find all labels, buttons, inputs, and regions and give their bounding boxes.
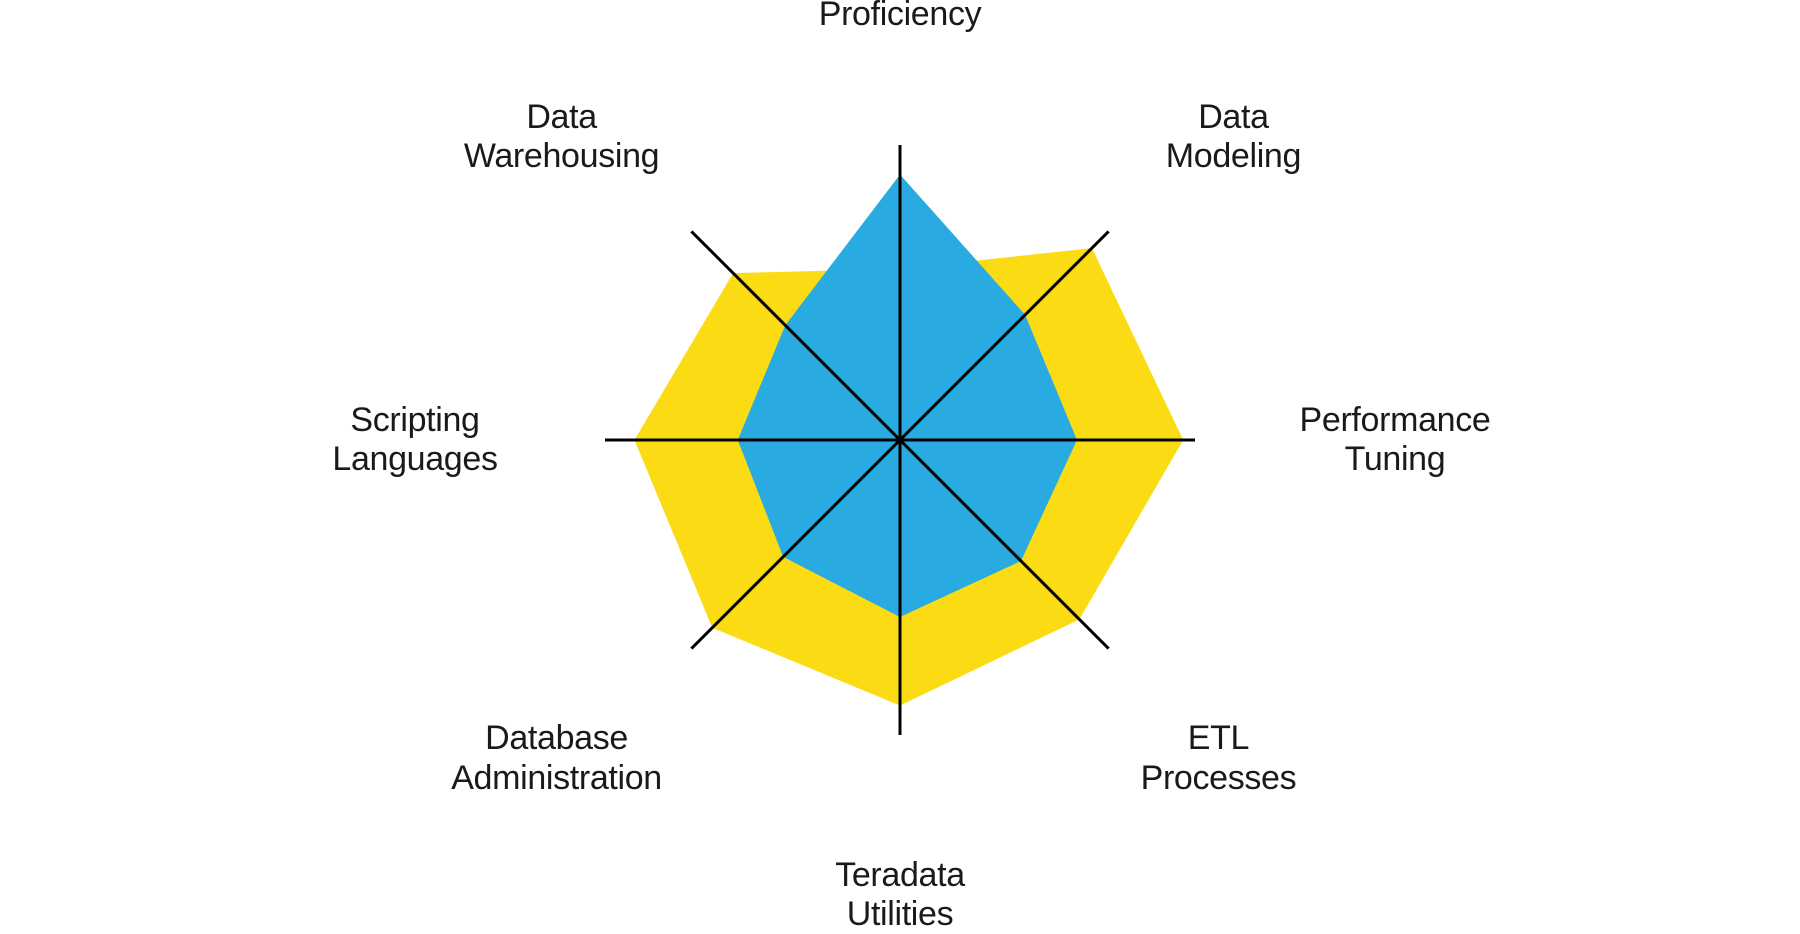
- radar-axis-label-3: ETL Processes: [1141, 719, 1297, 797]
- radar-svg: [0, 0, 1800, 900]
- radar-axis-label-4: Teradata Utilities: [835, 856, 965, 934]
- radar-axis-label-7: Data Warehousing: [464, 97, 659, 175]
- radar-axis-label-6: Scripting Languages: [332, 401, 497, 479]
- radar-axis-label-0: SQL Proficiency: [819, 0, 982, 34]
- radar-chart: SQL Proficiency Data Modeling Performance …: [0, 0, 1800, 900]
- radar-axis-label-1: Data Modeling: [1166, 97, 1301, 175]
- radar-axis-label-5: Database Administration: [451, 719, 662, 797]
- radar-axis-label-2: Performance Tuning: [1300, 401, 1491, 479]
